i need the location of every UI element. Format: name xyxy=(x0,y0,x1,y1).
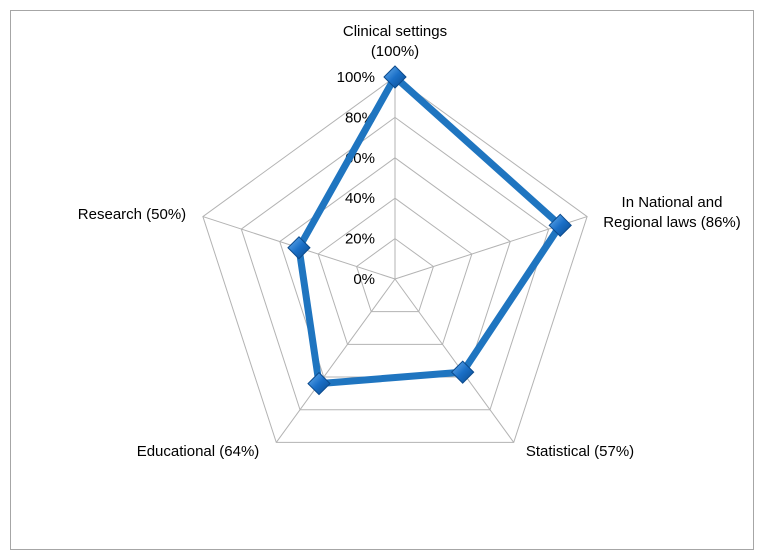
category-label: Statistical (57%) xyxy=(526,443,634,460)
category-label: Educational (64%) xyxy=(137,443,260,460)
category-label: (100%) xyxy=(371,43,419,60)
category-label: Clinical settings xyxy=(343,23,447,40)
category-labels: Clinical settings (100%) In National and Re… xyxy=(78,23,741,460)
grid xyxy=(202,76,588,443)
data-point-2 xyxy=(450,360,475,384)
grid-ring-1 xyxy=(355,237,435,313)
tick-label: 40% xyxy=(345,190,375,207)
tick-label: 0% xyxy=(353,271,375,288)
series-layer xyxy=(287,65,572,396)
radial-axis-ticks: 0%20%40%60%80%100% xyxy=(337,69,375,288)
data-point-1 xyxy=(548,213,572,238)
data-point-4 xyxy=(287,236,311,260)
spoke-line-2 xyxy=(394,278,515,443)
spoke-line-3 xyxy=(275,278,396,443)
grid-ring-4 xyxy=(240,116,550,411)
category-label: In National and xyxy=(622,194,723,211)
data-point-0 xyxy=(383,65,407,89)
category-label: Regional laws (86%) xyxy=(603,214,741,231)
series-line xyxy=(295,73,564,388)
category-label: Research (50%) xyxy=(78,206,186,223)
data-point-3 xyxy=(307,371,331,396)
tick-label: 100% xyxy=(337,69,375,86)
grid-ring-5 xyxy=(202,76,588,443)
grid-ring-2 xyxy=(317,197,473,345)
tick-label: 20% xyxy=(345,231,375,248)
